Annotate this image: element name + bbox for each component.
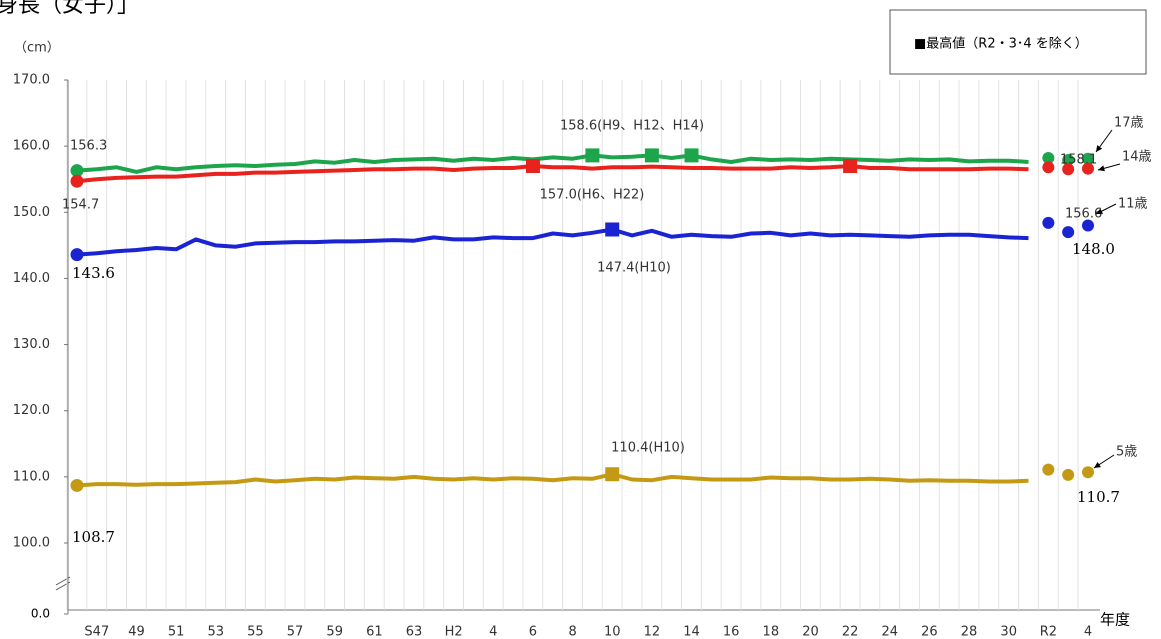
x-tick-label: 57 [287,625,304,639]
y-tick-label: 130.0 [13,337,50,352]
x-tick-label: 12 [644,625,661,639]
recent-dot [1042,161,1055,174]
recent-dot [1082,162,1094,175]
x-tick-label: 49 [128,625,145,639]
recent-dot [1042,463,1055,476]
y-tick-label: 110.0 [13,469,50,484]
x-tick-label: 26 [921,625,938,639]
end-label: 156.6 [1065,207,1102,222]
y-tick-label: 150.0 [13,205,50,220]
arrow-head [1096,145,1103,152]
x-tick-label: 20 [802,625,819,639]
x-tick-label: 55 [247,625,264,639]
max-marker [605,467,620,482]
x-tick-label: 30 [1000,625,1017,639]
start-label: 156.3 [70,139,107,154]
max-label: 147.4(H10) [597,261,671,276]
recent-dot [1042,216,1055,229]
x-tick-label: H2 [445,625,463,639]
x-tick-label: 63 [406,625,423,639]
recent-dot [1042,152,1055,165]
start-dot [70,248,84,262]
arrow-head [1096,208,1103,214]
x-tick-label: 24 [881,625,898,639]
max-marker [525,158,540,173]
x-tick-label: 4 [489,625,497,639]
start-label: 154.7 [62,198,99,213]
legend-text: ■最高値（R2・3･4 を除く） [914,36,1088,52]
x-tick-label: 10 [604,625,621,639]
arrow-head [1094,462,1101,468]
series-line [76,227,1029,257]
x-tick-label: 4 [1084,625,1092,639]
start-dot [70,478,84,492]
max-label: 158.6(H9、H12、H14) [560,119,704,134]
max-marker [585,148,600,163]
axis-break [55,576,71,591]
x-tick-label: 51 [168,625,185,639]
series-name: 11歳 [1118,197,1148,212]
y-tick-label: 100.0 [13,536,50,551]
end-label: 148.0 [1072,240,1115,258]
y-unit: （cm） [14,41,60,56]
x-tick-label: 16 [723,625,740,639]
x-label: 年度 [1100,611,1130,629]
y-tick-label: 170.0 [13,73,50,88]
recent-dot [1062,468,1075,481]
start-label: 143.6 [72,264,115,282]
y-tick-label: 120.0 [13,403,50,418]
series-name: 17歳 [1114,116,1144,131]
max-label: 157.0(H6、H22) [540,188,645,203]
x-tick-label: R2 [1040,625,1057,639]
recent-dot [1062,154,1075,167]
recent-dot [1082,219,1094,232]
start-dot [70,164,84,178]
series-name: 5歳 [1116,445,1137,460]
x-tick-label: 18 [763,625,780,639]
start-label: 108.7 [72,528,115,546]
x-tick-label: 61 [366,625,383,639]
series-line [76,472,1029,488]
series-line [76,153,1029,174]
series-line [76,164,1029,184]
arrow-head [1098,165,1105,172]
recent-dot [1062,163,1075,176]
max-label: 110.4(H10) [611,441,685,456]
recent-dot [1082,466,1094,479]
x-tick-label: 22 [842,625,859,639]
y-tick-label: 0.0 [31,607,50,621]
y-tick-label: 140.0 [13,271,50,286]
chart-title: 身長（女子）」 [0,0,139,18]
series-name: 14歳 [1122,150,1152,165]
x-tick-label: 53 [207,625,224,639]
x-tick-label: 8 [568,625,576,639]
legend-box [889,9,1147,75]
x-tick-label: 14 [683,625,700,639]
max-marker [684,148,699,163]
start-dot [70,174,84,188]
y-tick-label: 160.0 [13,139,50,154]
recent-dot [1062,226,1075,239]
max-marker [644,148,659,163]
max-marker [605,222,620,237]
end-label: 110.7 [1077,488,1120,506]
x-tick-label: 28 [961,625,978,639]
x-tick-label: 59 [326,625,343,639]
recent-dot [1082,152,1094,165]
x-tick-label: S47 [84,625,109,639]
x-tick-label: 6 [529,625,537,639]
max-marker [843,158,858,173]
